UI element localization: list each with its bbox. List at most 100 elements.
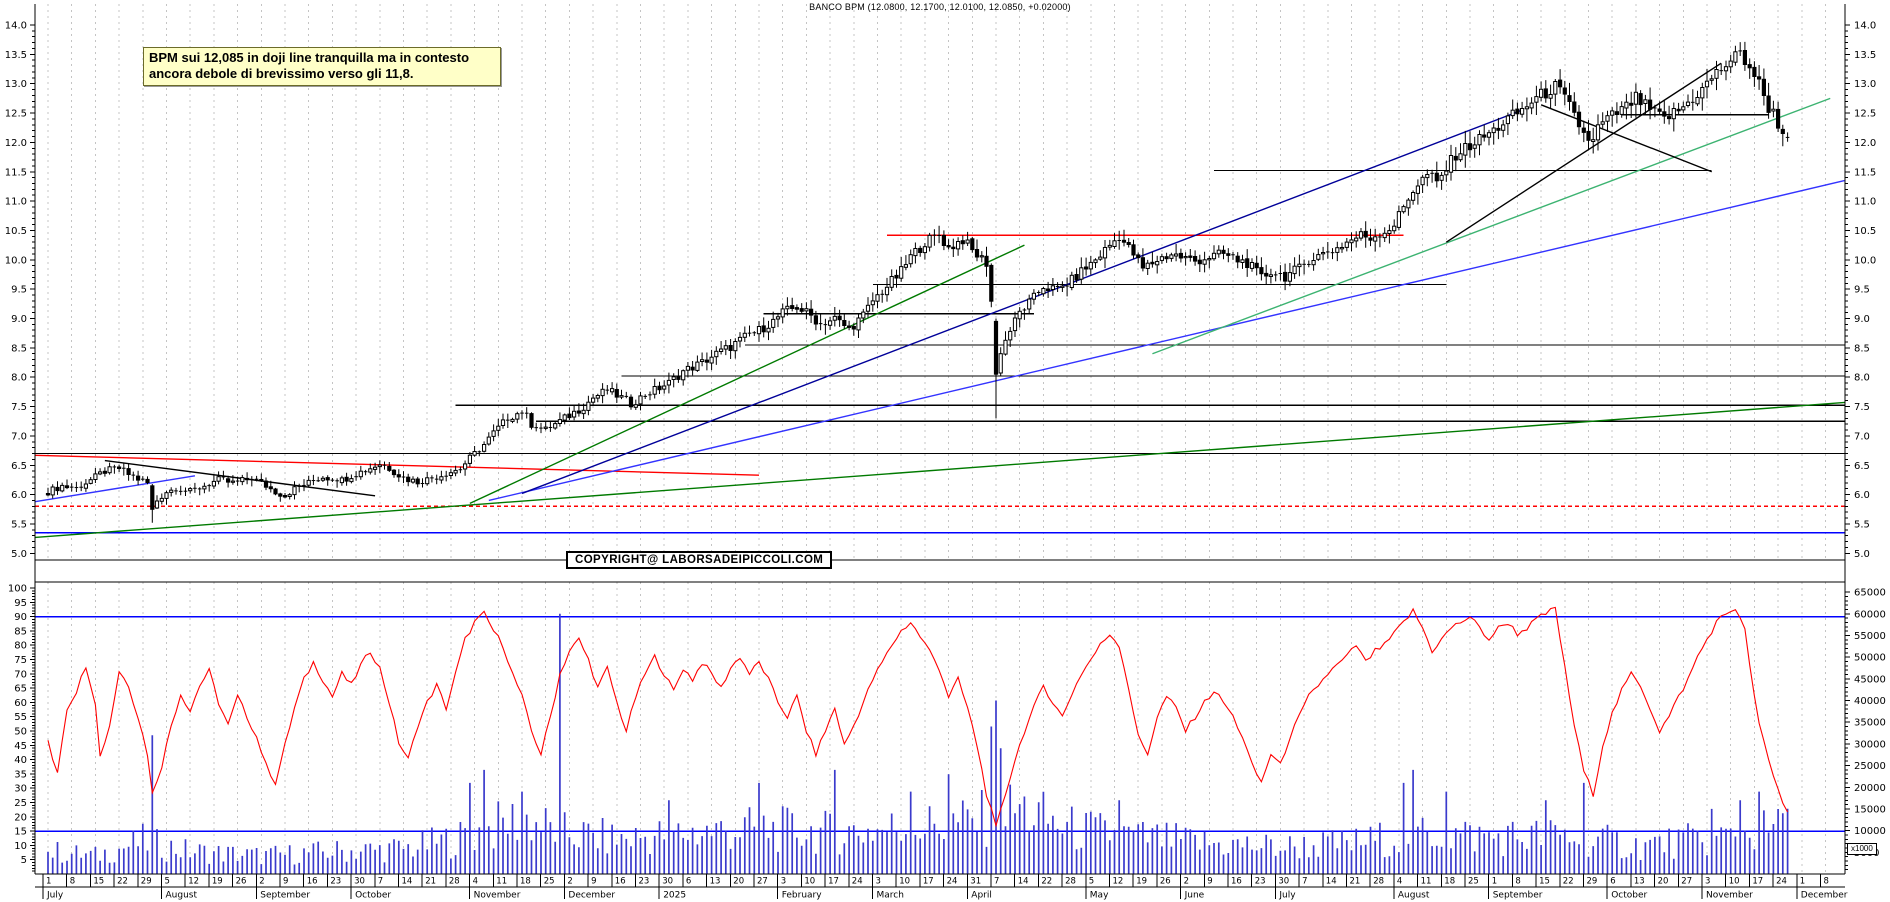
week-tick-label: 28 [1065,877,1076,887]
month-label: September [260,891,310,901]
month-label: August [166,891,198,901]
week-tick-label: 10 [1729,877,1740,887]
week-tick-label: 3 [1705,877,1710,887]
svg-text:8.5: 8.5 [11,343,27,354]
month-label: June [1184,891,1205,901]
svg-text:70: 70 [14,669,27,680]
annotation-line-2: ancora debole di brevissimo verso gli 11… [149,66,414,81]
week-tick-label: 2 [567,877,572,887]
svg-text:7.0: 7.0 [1854,431,1870,442]
week-tick-label: 9 [1207,877,1212,887]
week-tick-label: 26 [236,877,247,887]
trend-line [469,244,1025,505]
month-label: July [1278,891,1296,901]
svg-text:85: 85 [14,626,27,637]
week-tick-label: 23 [639,877,650,887]
month-label: November [474,891,521,901]
svg-text:12.0: 12.0 [1854,138,1876,149]
svg-text:25000: 25000 [1854,761,1886,772]
svg-text:5.0: 5.0 [1854,549,1870,560]
svg-text:11.0: 11.0 [1854,197,1876,208]
trend-line [1152,97,1831,355]
svg-text:9.5: 9.5 [11,285,27,296]
week-tick-label: 8 [1515,877,1520,887]
week-tick-label: 19 [1136,877,1147,887]
date-axis: 1 8 15 22 29 5 12 19 26 2 9 16 23 30 7 14 21 28 4 11 18 25 2 9 1… [35,874,1848,901]
week-tick-label: 25 [544,877,555,887]
svg-text:10.0: 10.0 [1854,255,1876,266]
week-tick-label: 31 [970,877,981,887]
week-tick-label: 17 [923,877,934,887]
week-tick-label: 9 [591,877,596,887]
month-label: December [1801,891,1848,901]
month-label: August [1398,891,1430,901]
svg-text:75: 75 [14,655,27,666]
svg-text:12.0: 12.0 [5,138,27,149]
svg-text:95: 95 [14,598,27,609]
week-tick-label: 1 [1492,877,1497,887]
week-tick-label: 18 [1444,877,1455,887]
week-tick-label: 21 [425,877,436,887]
trend-line [34,401,1846,539]
svg-text:60000: 60000 [1854,609,1886,620]
month-label: April [971,891,992,901]
svg-text:9.0: 9.0 [1854,314,1870,325]
svg-text:45000: 45000 [1854,674,1886,685]
week-tick-label: 12 [1113,877,1124,887]
svg-text:15: 15 [14,827,27,838]
week-tick-label: 24 [852,877,863,887]
analyst-annotation: BPM sui 12,085 in doji line tranquilla m… [143,47,501,86]
volume-scale-unit-label: x1000 [1847,843,1877,855]
week-tick-label: 23 [330,877,341,887]
month-label: December [568,891,615,901]
month-label: July [46,891,64,901]
week-tick-label: 5 [165,877,170,887]
week-tick-label: 3 [876,877,881,887]
week-tick-label: 7 [994,877,999,887]
svg-text:65000: 65000 [1854,588,1886,599]
svg-text:6.5: 6.5 [1854,461,1870,472]
month-label: September [1493,891,1543,901]
svg-text:55: 55 [14,712,27,723]
week-tick-label: 24 [1776,877,1787,887]
trend-lines [34,62,1846,539]
week-tick-label: 8 [1824,877,1829,887]
week-tick-label: 10 [804,877,815,887]
week-tick-label: 22 [1563,877,1574,887]
week-tick-label: 29 [1587,877,1598,887]
week-tick-label: 4 [473,877,478,887]
svg-text:35000: 35000 [1854,718,1886,729]
svg-text:35: 35 [14,769,27,780]
svg-text:8.0: 8.0 [11,373,27,384]
svg-text:7.0: 7.0 [11,431,27,442]
svg-text:7.5: 7.5 [11,402,27,413]
week-tick-label: 20 [1658,877,1669,887]
svg-text:15000: 15000 [1854,804,1886,815]
support-resistance-lines [35,114,1845,534]
svg-text:20: 20 [14,812,27,823]
month-label: February [782,891,823,901]
week-tick-label: 28 [449,877,460,887]
svg-text:11.5: 11.5 [1854,167,1876,178]
week-tick-label: 19 [212,877,223,887]
svg-text:30000: 30000 [1854,739,1886,750]
svg-text:13.5: 13.5 [1854,50,1876,61]
week-tick-label: 30 [354,877,365,887]
svg-text:45: 45 [14,741,27,752]
week-tick-label: 27 [1681,877,1692,887]
week-tick-label: 11 [496,877,507,887]
annotation-line-1: BPM sui 12,085 in doji line tranquilla m… [149,50,470,65]
week-tick-label: 17 [828,877,839,887]
week-tick-label: 18 [520,877,531,887]
trend-line [488,179,1845,502]
week-tick-label: 3 [781,877,786,887]
svg-text:100: 100 [8,584,27,595]
week-tick-label: 16 [1231,877,1242,887]
trend-line [34,475,196,503]
svg-text:13.0: 13.0 [1854,79,1876,90]
week-tick-label: 4 [1397,877,1402,887]
svg-text:13.5: 13.5 [5,50,27,61]
svg-text:8.5: 8.5 [1854,343,1870,354]
week-tick-label: 23 [1255,877,1266,887]
